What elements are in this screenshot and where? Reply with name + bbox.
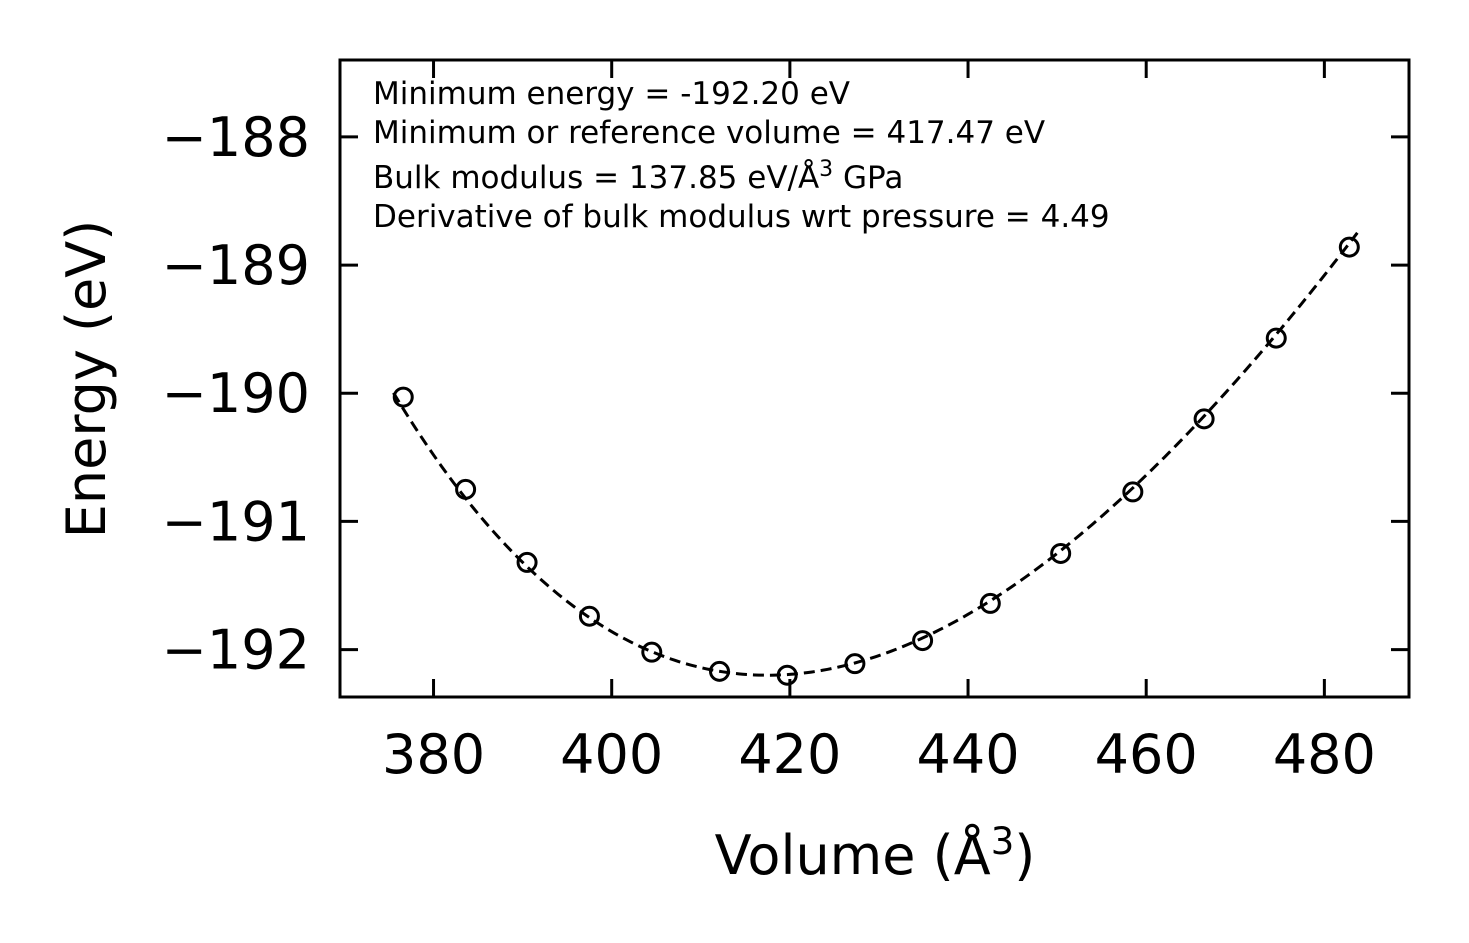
data-point [1122,481,1144,503]
data-point [708,660,730,682]
x-axis-label-close: ) [1014,824,1035,887]
data-point [392,386,414,408]
annotation-bulk-modulus-derivative: Derivative of bulk modulus wrt pressure … [373,199,1110,235]
x-tick-label: 420 [738,723,841,786]
x-tick-label: 440 [916,723,1019,786]
fit-curve-layer [392,231,1359,677]
annotation-min-energy: Minimum energy = -192.20 eV [373,76,850,112]
annotation-bulk-modulus-sup: 3 [819,157,833,182]
data-point [912,630,934,652]
data-point [1050,542,1072,564]
data-point [641,641,663,663]
eos-fit-curve [392,231,1359,677]
data-point [1193,408,1215,430]
x-axis-label-sup: 3 [991,820,1015,863]
annotation-box: Minimum energy = -192.20 eV Minimum or r… [373,76,1110,235]
y-axis-label: Energy (eV) [55,220,118,539]
annotation-min-volume: Minimum or reference volume = 417.47 eV [373,115,1045,151]
data-point [844,653,866,675]
annotation-bulk-modulus: Bulk modulus = 137.85 eV/Å3 GPa [373,157,903,196]
data-point [455,478,477,500]
y-tick-label: −189 [162,234,310,297]
data-points-layer [392,236,1360,686]
x-tick-label: 380 [382,723,485,786]
y-tick-label: −191 [162,490,310,553]
data-point [578,605,600,627]
data-point [1338,236,1360,258]
annotation-bulk-modulus-prefix: Bulk modulus = 137.85 eV/Å [373,160,819,196]
x-axis-label-main: Volume (Å [715,823,991,887]
tick-marks [340,60,1409,697]
x-tick-label: 460 [1095,723,1198,786]
y-tick-label: −190 [162,362,310,425]
x-axis-label: Volume (Å3) [715,820,1036,887]
data-point [979,592,1001,614]
x-tick-label: 400 [560,723,663,786]
plot-frame [338,58,1411,699]
tick-labels: 380 400 420 440 460 480 −188 −189 −190 −191 −192 [162,106,1376,786]
data-point [1265,327,1287,349]
data-point [776,664,798,686]
y-tick-label: −188 [162,106,310,169]
y-tick-label: −192 [162,619,310,682]
x-tick-label: 480 [1273,723,1376,786]
annotation-bulk-modulus-suffix: GPa [833,160,903,196]
data-point [516,551,538,573]
